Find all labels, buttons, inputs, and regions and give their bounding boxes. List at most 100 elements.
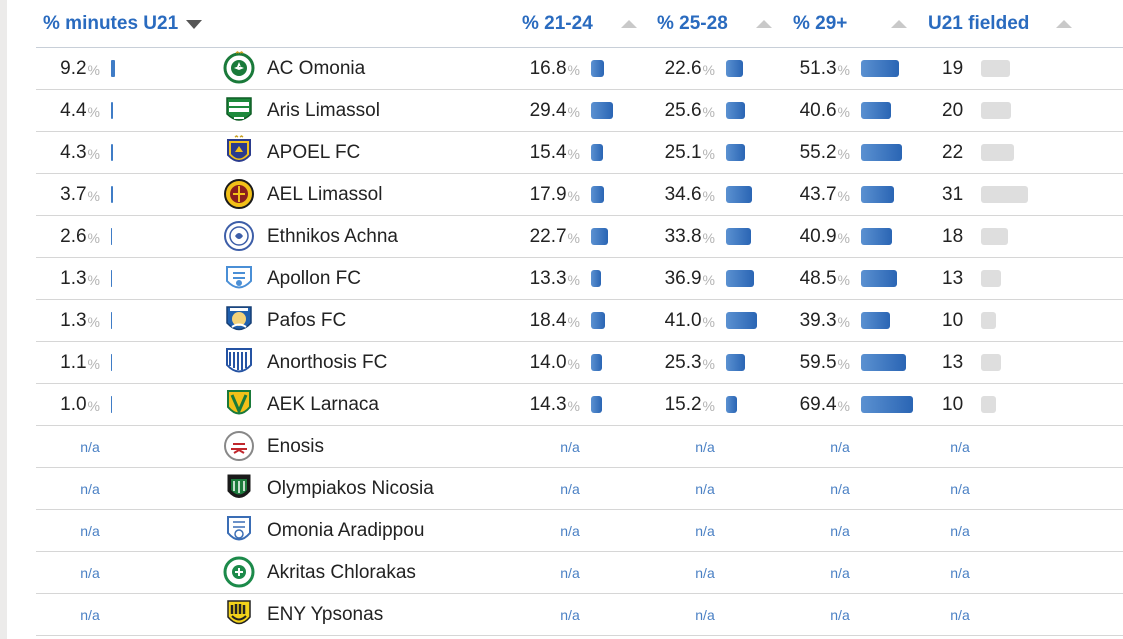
age-21-24-bar	[591, 186, 604, 203]
age-21-24-bar	[591, 228, 608, 245]
team-name[interactable]: Anorthosis FC	[267, 351, 388, 373]
table-row[interactable]: Apollon FC 1.3% 13.3% 36.9% 48.5% 13	[36, 258, 1123, 300]
percent-sign: %	[702, 356, 715, 372]
age-21-24-cell: 22.7%	[518, 216, 580, 257]
percent-sign: %	[702, 104, 715, 120]
u21-minutes-cell: 1.0%	[36, 384, 100, 425]
team-name[interactable]: AEK Larnaca	[267, 393, 379, 415]
team-name[interactable]: AC Omonia	[267, 57, 366, 79]
age-29-plus-cell: 59.5%	[788, 342, 850, 383]
age-29-plus-cell-value: 40.9	[799, 225, 837, 247]
sort-asc-icon[interactable]	[1056, 20, 1072, 28]
header-age-29-plus[interactable]: % 29+	[793, 13, 848, 34]
u21-minutes-bar	[111, 228, 112, 245]
aek-logo-icon[interactable]	[222, 387, 256, 421]
age-29-plus-cell: n/a	[830, 606, 850, 623]
table-row[interactable]: Pafos FC 1.3% 18.4% 41.0% 39.3% 10	[36, 300, 1123, 342]
u21-minutes-cell: 1.1%	[36, 342, 100, 383]
age-21-24-cell: n/a	[560, 606, 580, 623]
table-row[interactable]: AEL Limassol 3.7% 17.9% 34.6% 43.7% 31	[36, 174, 1123, 216]
percent-sign: %	[87, 272, 100, 288]
ethnikos-logo-icon[interactable]	[222, 219, 256, 253]
team-name[interactable]: Apollon FC	[267, 267, 361, 289]
team-name[interactable]: Pafos FC	[267, 309, 347, 331]
age-25-28-cell: 25.3%	[653, 342, 715, 383]
age-25-28-bar	[726, 396, 737, 413]
team-name[interactable]: ENY Ypsonas	[267, 603, 384, 625]
team-name[interactable]: AEL Limassol	[267, 183, 383, 205]
table-row[interactable]: Anorthosis FC 1.1% 14.0% 25.3% 59.5% 13	[36, 342, 1123, 384]
sort-asc-icon[interactable]	[621, 20, 637, 28]
u21-fielded-cell: n/a	[950, 438, 970, 455]
header-age-21-24[interactable]: % 21-24	[522, 13, 593, 34]
table-row[interactable]: ENY Ypsonas n/a n/a n/a n/a n/a	[36, 594, 1123, 636]
header-u21-minutes[interactable]: % minutes U21	[43, 13, 179, 34]
olympiakos-logo-icon[interactable]	[222, 471, 256, 505]
age-29-plus-cell: 55.2%	[788, 132, 850, 173]
header-u21-fielded[interactable]: U21 fielded	[928, 13, 1030, 34]
table-row[interactable]: Omonia Aradippou n/a n/a n/a n/a n/a	[36, 510, 1123, 552]
table-row[interactable]: AEK Larnaca 1.0% 14.3% 15.2% 69.4% 10	[36, 384, 1123, 426]
sort-asc-icon[interactable]	[756, 20, 772, 28]
percent-sign: %	[702, 146, 715, 162]
age-25-28-cell: 33.8%	[653, 216, 715, 257]
age-21-24-bar	[591, 102, 613, 119]
team-name[interactable]: Aris Limassol	[267, 99, 380, 121]
age-25-28-bar	[726, 228, 751, 245]
apollon-logo-icon[interactable]	[222, 261, 256, 295]
age-29-plus-cell: 40.9%	[788, 216, 850, 257]
age-21-24-cell: n/a	[560, 480, 580, 497]
u21-minutes-bar	[111, 354, 112, 371]
age-29-plus-bar	[861, 228, 892, 245]
u21-minutes-cell: 3.7%	[36, 174, 100, 215]
eny-logo-icon[interactable]	[222, 597, 256, 631]
team-name[interactable]: APOEL FC	[267, 141, 361, 163]
omonia-aradippou-logo-icon[interactable]	[222, 513, 256, 547]
enosis-logo-icon[interactable]	[222, 429, 256, 463]
sort-desc-icon[interactable]	[186, 20, 202, 29]
omonia-logo-icon[interactable]	[222, 51, 256, 85]
percent-sign: %	[567, 188, 580, 204]
percent-sign: %	[567, 356, 580, 372]
table-row[interactable]: Akritas Chlorakas n/a n/a n/a n/a n/a	[36, 552, 1123, 594]
age-29-plus-cell: 40.6%	[788, 90, 850, 131]
percent-sign: %	[837, 398, 850, 414]
age-29-plus-cell: 39.3%	[788, 300, 850, 341]
aris-logo-icon[interactable]	[222, 93, 256, 127]
age-29-plus-bar	[861, 354, 906, 371]
age-25-28-cell: n/a	[695, 606, 715, 623]
team-name[interactable]: Omonia Aradippou	[267, 519, 425, 541]
team-name[interactable]: Akritas Chlorakas	[267, 561, 416, 583]
age-25-28-bar	[726, 144, 745, 161]
u21-minutes-cell: n/a	[80, 522, 100, 539]
percent-sign: %	[567, 314, 580, 330]
age-21-24-cell: n/a	[560, 438, 580, 455]
age-25-28-bar	[726, 354, 745, 371]
u21-minutes-cell-value: 1.3	[60, 309, 87, 331]
u21-minutes-bar	[111, 186, 113, 203]
team-name[interactable]: Olympiakos Nicosia	[267, 477, 434, 499]
akritas-logo-icon[interactable]	[222, 555, 256, 589]
team-name[interactable]: Enosis	[267, 435, 325, 457]
pafos-logo-icon[interactable]	[222, 303, 256, 337]
age-21-24-bar	[591, 396, 602, 413]
team-name[interactable]: Ethnikos Achna	[267, 225, 398, 247]
percent-sign: %	[87, 398, 100, 414]
percent-sign: %	[567, 104, 580, 120]
anorthosis-logo-icon[interactable]	[222, 345, 256, 379]
table-row[interactable]: APOEL FC 4.3% 15.4% 25.1% 55.2% 22	[36, 132, 1123, 174]
table-row[interactable]: Enosis n/a n/a n/a n/a n/a	[36, 426, 1123, 468]
ael-logo-icon[interactable]	[222, 177, 256, 211]
table-row[interactable]: Olympiakos Nicosia n/a n/a n/a n/a n/a	[36, 468, 1123, 510]
header-age-25-28[interactable]: % 25-28	[657, 13, 728, 34]
apoel-logo-icon[interactable]	[222, 135, 256, 169]
table-row[interactable]: Aris Limassol 4.4% 29.4% 25.6% 40.6% 20	[36, 90, 1123, 132]
sort-asc-icon[interactable]	[891, 20, 907, 28]
u21-minutes-cell-value: 4.4	[60, 99, 87, 121]
table-row[interactable]: AC Omonia 9.2% 16.8% 22.6% 51.3% 19	[36, 48, 1123, 90]
age-25-28-cell: 25.1%	[653, 132, 715, 173]
age-25-28-cell-value: 41.0	[664, 309, 702, 331]
table-row[interactable]: Ethnikos Achna 2.6% 22.7% 33.8% 40.9% 18	[36, 216, 1123, 258]
percent-sign: %	[837, 314, 850, 330]
u21-fielded-bar	[981, 354, 1001, 371]
